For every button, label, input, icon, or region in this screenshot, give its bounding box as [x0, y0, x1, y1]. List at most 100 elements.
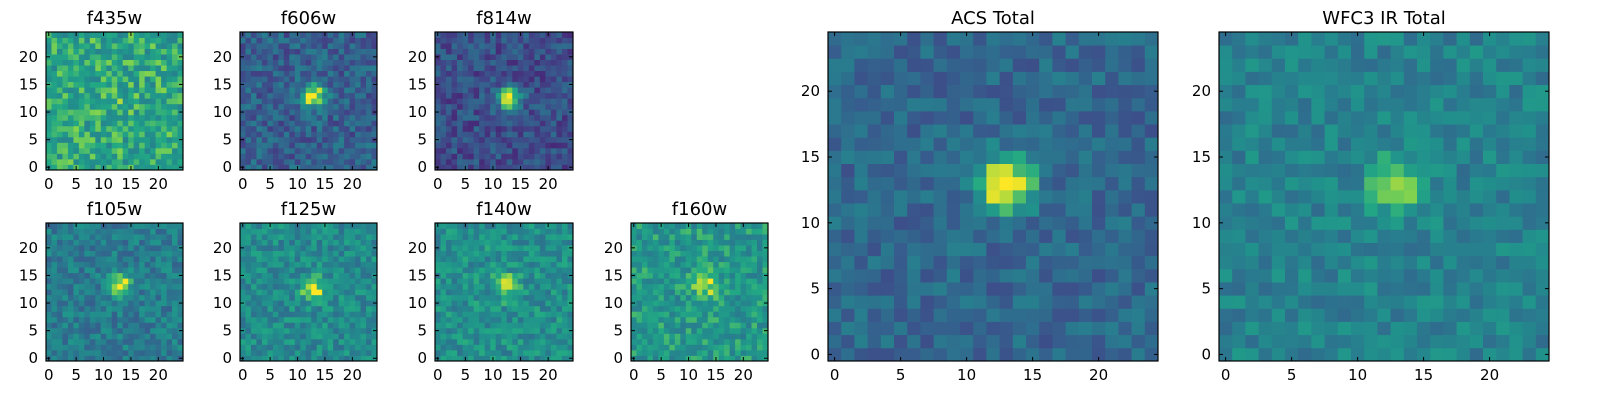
y-tick-label: 10 [213, 103, 232, 121]
heatmap-cell [501, 153, 508, 160]
heatmap-cell [841, 308, 855, 322]
heatmap-cell [56, 103, 63, 110]
heatmap-cell [111, 153, 118, 160]
heatmap-cell [685, 294, 692, 301]
heatmap-cell [56, 228, 63, 235]
heatmap-cell [117, 54, 124, 60]
heatmap-cell [751, 333, 758, 340]
heatmap-cell [316, 147, 323, 154]
heatmap-cell [355, 305, 361, 312]
heatmap-cell [355, 333, 361, 340]
heatmap-cell [84, 87, 91, 94]
heatmap-cell [757, 349, 763, 356]
heatmap-cell [311, 153, 318, 160]
heatmap-cell [490, 70, 497, 77]
heatmap-cell [534, 322, 541, 329]
heatmap-cell [278, 125, 285, 132]
heatmap-cell [133, 70, 140, 77]
heatmap-cell [111, 322, 118, 329]
heatmap-cell [506, 261, 513, 268]
heatmap-cell [1012, 347, 1027, 362]
heatmap-cell [322, 125, 329, 132]
heatmap-cell [122, 250, 129, 257]
heatmap-cell [166, 70, 173, 77]
heatmap-cell [360, 164, 367, 171]
heatmap-cell [539, 65, 546, 72]
heatmap-cell [349, 109, 356, 116]
heatmap-cell [647, 338, 654, 345]
heatmap-cell [256, 43, 263, 49]
heatmap-cell [484, 158, 491, 165]
heatmap-cell [311, 76, 318, 83]
heatmap-cell [724, 305, 731, 312]
heatmap-cell [62, 54, 69, 60]
heatmap-cell [106, 344, 113, 351]
heatmap-cell [344, 327, 350, 334]
heatmap-cell [62, 153, 69, 160]
heatmap-cell [539, 305, 546, 312]
heatmap-cell [539, 54, 546, 60]
heatmap-cell [333, 142, 340, 149]
heatmap-cell [440, 70, 447, 77]
heatmap-cell [517, 142, 524, 149]
heatmap-cell [490, 147, 497, 154]
heatmap-cell [674, 234, 681, 240]
heatmap-cell [729, 344, 736, 351]
heatmap-cell [267, 300, 274, 307]
heatmap-cell [933, 229, 948, 243]
heatmap-cell [440, 43, 447, 49]
heatmap-cell [84, 327, 91, 334]
heatmap-cell [550, 344, 557, 351]
heatmap-cell [545, 234, 552, 240]
heatmap-cell [999, 216, 1014, 230]
heatmap-cell [139, 32, 146, 38]
heatmap-cell [327, 234, 334, 240]
heatmap-cell [506, 294, 513, 301]
heatmap-cell [256, 349, 263, 356]
heatmap-cell [517, 54, 524, 60]
heatmap-cell [316, 142, 323, 149]
heatmap-cell [501, 289, 508, 296]
heatmap-cell [534, 272, 541, 279]
heatmap-cell [73, 300, 80, 307]
heatmap-cell [360, 322, 367, 329]
heatmap-cell [117, 65, 124, 72]
heatmap-cell [250, 65, 257, 72]
heatmap-cell [462, 120, 469, 127]
heatmap-cell [528, 300, 535, 307]
heatmap-cell [473, 289, 480, 296]
heatmap-cell [267, 349, 274, 356]
heatmap-cell [327, 289, 334, 296]
heatmap-cell [267, 70, 274, 77]
heatmap-cell [272, 65, 279, 72]
heatmap-cell [762, 316, 769, 323]
heatmap-cell [278, 234, 285, 240]
heatmap-cell [724, 267, 731, 274]
heatmap-cell [567, 142, 574, 149]
heatmap-cell [663, 355, 670, 362]
heatmap-cell [746, 355, 752, 362]
heatmap-cell [316, 70, 323, 77]
heatmap-cell [1118, 295, 1132, 309]
heatmap-cell [641, 223, 648, 229]
heatmap-cell [360, 327, 367, 334]
heatmap-cell [528, 109, 535, 116]
heatmap-cell [669, 311, 676, 318]
heatmap-cell [327, 59, 334, 66]
heatmap-cell [333, 48, 340, 55]
heatmap-cell [355, 283, 361, 290]
y-tick-label: 0 [417, 349, 427, 367]
heatmap-cell [283, 245, 290, 251]
heatmap-cell [139, 153, 146, 160]
heatmap-cell [534, 147, 541, 154]
heatmap-cell [517, 87, 524, 94]
heatmap-cell [556, 43, 563, 49]
heatmap-cell [161, 131, 167, 138]
heatmap-cell [561, 272, 568, 279]
heatmap-cell [724, 344, 731, 351]
heatmap-cell [735, 311, 741, 318]
heatmap-cell [757, 333, 763, 340]
heatmap-cell [960, 150, 974, 164]
heatmap-cell [355, 70, 361, 77]
heatmap-cell [907, 282, 921, 296]
